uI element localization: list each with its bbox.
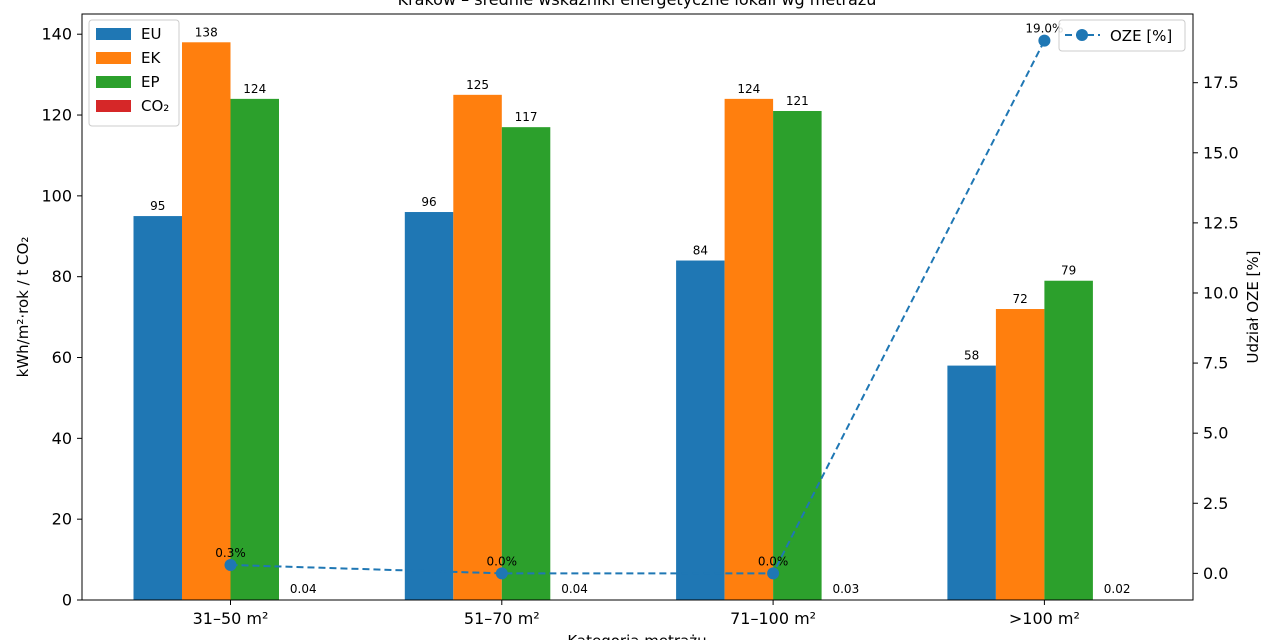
- bar-group: [133, 42, 1142, 601]
- y-tick-label: 100: [41, 186, 72, 205]
- bar-ek: [453, 94, 502, 601]
- oze-point: [495, 567, 508, 580]
- y2-tick-label: 7.5: [1203, 354, 1228, 373]
- legend-label: OZE [%]: [1110, 27, 1172, 45]
- legend-label: EP: [141, 73, 160, 91]
- oze-line-group: 0.3% 0.0% 0.0% 19.0%: [215, 22, 1063, 580]
- x-tick-label: 31–50 m²: [193, 609, 269, 628]
- legend-left: EU EK EP CO₂: [88, 19, 180, 127]
- legend-marker: [1076, 29, 1088, 41]
- legend-box: [88, 19, 180, 127]
- y-axis-label: kWh/m²·rok / t CO₂: [14, 237, 32, 378]
- y-tick-label: 120: [41, 106, 72, 125]
- bar-value-label: 72: [1013, 292, 1028, 306]
- y2-tick-label: 10.0: [1203, 283, 1239, 302]
- bar-value-label: 58: [964, 349, 979, 363]
- legend-label: CO₂: [141, 97, 169, 115]
- oze-value-label: 0.3%: [215, 546, 246, 560]
- oze-value-label: 19.0%: [1025, 22, 1063, 36]
- y-tick-label: 40: [52, 429, 72, 448]
- bar-value-label: 124: [243, 82, 266, 96]
- oze-point: [224, 558, 237, 571]
- bar-value-label: 0.03: [832, 582, 859, 596]
- bar-ep: [773, 110, 822, 600]
- bar-eu: [676, 260, 725, 600]
- oze-line: [230, 40, 1046, 575]
- bar-value-label: 125: [466, 78, 489, 92]
- bar-value-label: 0.04: [561, 582, 588, 596]
- bar-label-group: 95 96 84 58 138 125 124 72 124 117 121 79 0.04 0.04 0.…: [150, 25, 1130, 596]
- legend-swatch: [96, 100, 131, 112]
- legend-label: EK: [141, 49, 161, 67]
- x-tick-label: 51–70 m²: [464, 609, 540, 628]
- y2-tick-label: 2.5: [1203, 494, 1228, 513]
- bar-value-label: 84: [693, 244, 708, 258]
- oze-value-label: 0.0%: [487, 554, 518, 568]
- x-axis-label: Kategoria metrażu: [567, 632, 706, 640]
- oze-point: [767, 567, 780, 580]
- legend-swatch: [96, 28, 131, 40]
- bar-value-label: 95: [150, 199, 165, 213]
- legend-swatch: [96, 52, 131, 64]
- y-tick-label: 60: [52, 348, 72, 367]
- y2-tick-label: 15.0: [1203, 143, 1239, 162]
- bar-ek: [724, 98, 774, 601]
- x-axis: 31–50 m² 51–70 m² 71–100 m² >100 m²: [193, 600, 1080, 628]
- oze-value-label: 0.0%: [758, 554, 789, 568]
- legend-label: EU: [141, 25, 161, 43]
- x-tick-label: >100 m²: [1009, 609, 1080, 628]
- bar-value-label: 79: [1061, 264, 1076, 278]
- bar-value-label: 96: [421, 195, 436, 209]
- y-tick-label: 0: [62, 591, 72, 610]
- legend-box: [1058, 19, 1186, 52]
- bar-value-label: 0.04: [290, 582, 317, 596]
- y2-axis-label: Udział OZE [%]: [1244, 250, 1262, 363]
- bar-eu: [133, 216, 182, 600]
- bar-eu: [947, 365, 996, 600]
- bar-ep: [1044, 280, 1093, 600]
- y-axis-right: 0.0 2.5 5.0 7.5 10.0 12.5 15.0 17.5: [1193, 73, 1239, 583]
- bar-ek: [995, 309, 1045, 600]
- bar-value-label: 124: [737, 82, 760, 96]
- y-tick-label: 80: [52, 267, 72, 286]
- bar-eu: [404, 212, 454, 600]
- x-tick-label: 71–100 m²: [730, 609, 816, 628]
- y-tick-label: 140: [41, 25, 72, 44]
- bar-ek: [182, 42, 231, 600]
- y2-tick-label: 12.5: [1203, 213, 1239, 232]
- bar-value-label: 0.02: [1104, 582, 1131, 596]
- bar-value-label: 138: [195, 25, 218, 39]
- bar-value-label: 117: [515, 110, 538, 124]
- bar-ep: [501, 127, 551, 600]
- bar-value-label: 121: [786, 94, 809, 108]
- legend-right: OZE [%]: [1058, 19, 1186, 52]
- y2-tick-label: 0.0: [1203, 564, 1228, 583]
- y-tick-label: 20: [52, 510, 72, 529]
- oze-point: [1038, 34, 1051, 47]
- y-axis-left: 0 20 40 60 80 100 120 140: [41, 25, 82, 610]
- y2-tick-label: 5.0: [1203, 424, 1228, 443]
- bar-ep: [230, 98, 279, 601]
- chart-title: Kraków – średnie wskaźniki energetyczne …: [398, 0, 877, 9]
- y2-tick-label: 17.5: [1203, 73, 1239, 92]
- legend-swatch: [96, 76, 131, 88]
- plot-frame: [81, 13, 1194, 601]
